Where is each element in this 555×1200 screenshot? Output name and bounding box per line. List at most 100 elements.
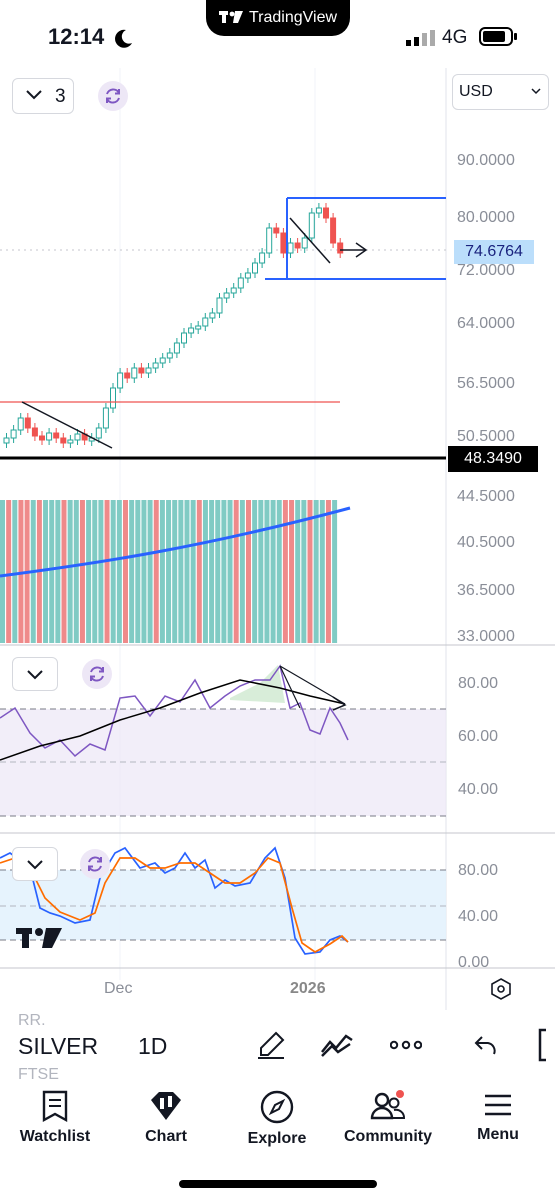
volume-bar: [159, 500, 165, 643]
volume-bar: [319, 500, 325, 643]
nav-label: Chart: [145, 1128, 187, 1145]
refresh-icon[interactable]: [98, 81, 128, 111]
interval-button[interactable]: 1D: [138, 1033, 168, 1059]
collapse-indicators-button[interactable]: 3: [12, 78, 74, 114]
candle: [259, 252, 266, 264]
candle: [216, 297, 223, 314]
candle: [280, 232, 287, 254]
status-bar: 12:14 TradingView 4G: [0, 0, 555, 68]
volume-bar: [270, 500, 276, 643]
volume-bar: [49, 500, 55, 643]
volume-bar: [141, 500, 147, 643]
candle: [315, 207, 322, 214]
nav-watchlist[interactable]: Watchlist: [5, 1090, 105, 1146]
rsi-collapse-button[interactable]: [12, 657, 58, 691]
candle: [287, 242, 294, 254]
symbol-button[interactable]: SILVER: [18, 1033, 99, 1059]
signal-icon: [406, 30, 435, 46]
volume-bar: [55, 500, 61, 643]
candle: [330, 217, 337, 244]
candle: [195, 325, 202, 330]
volume-bar: [123, 500, 128, 643]
status-time: 12:14: [48, 24, 105, 49]
stoch-k-line: [0, 846, 349, 955]
menu-icon: [485, 1094, 511, 1116]
candle: [244, 272, 251, 279]
price-axis-label: 56.5000: [457, 375, 515, 392]
draw-pen-icon[interactable]: [256, 1030, 286, 1060]
time-axis-label: 2026: [290, 980, 326, 997]
volume-bar: [129, 500, 135, 643]
price-axis-label: 72.0000: [457, 262, 515, 279]
network-type: 4G: [442, 27, 468, 48]
candle: [294, 242, 301, 249]
candle: [181, 332, 187, 344]
stoch-axis-label: 40.00: [458, 908, 499, 925]
volume-bar: [0, 500, 5, 643]
volume-bar: [276, 500, 282, 643]
settings-hex-icon[interactable]: [490, 977, 512, 1001]
candle: [209, 312, 216, 319]
candle: [3, 437, 10, 444]
app-badge-label: TradingView: [248, 9, 338, 26]
price-axis-label: 33.0000: [457, 628, 515, 645]
candle: [117, 372, 124, 389]
refresh-icon[interactable]: [80, 849, 110, 879]
candle: [17, 417, 24, 431]
volume-bar: [73, 500, 79, 643]
candle: [102, 407, 109, 429]
candle: [323, 207, 329, 219]
last-price-label: 74.6764: [454, 240, 534, 264]
nav-community[interactable]: Community: [338, 1090, 438, 1146]
volume-bar: [196, 500, 202, 643]
fullscreen-icon[interactable]: [536, 1028, 555, 1062]
support-price-label: 48.3490: [448, 446, 538, 472]
price-axis-label: 90.0000: [457, 152, 515, 169]
refresh-icon[interactable]: [82, 659, 112, 689]
candle: [237, 277, 244, 289]
price-axis-label: 36.5000: [457, 582, 515, 599]
more-icon[interactable]: [390, 1040, 422, 1050]
indicators-icon[interactable]: [320, 1032, 354, 1058]
volume-bar: [18, 500, 24, 643]
nav-explore[interactable]: Explore: [227, 1090, 327, 1148]
candle: [39, 435, 45, 441]
price-axis-label: 50.5000: [457, 428, 515, 445]
chevron-down-icon: [531, 88, 541, 95]
tradingview-logo-icon: [218, 11, 243, 23]
volume-bar: [202, 500, 208, 643]
stoch-d-line: [0, 856, 349, 953]
volume-bar: [12, 500, 18, 643]
nav-menu[interactable]: Menu: [448, 1090, 548, 1144]
rsi-ma-line: [0, 679, 346, 761]
stoch-axis-label: 80.00: [458, 862, 499, 879]
volume-bar: [110, 500, 116, 643]
volume-bar: [6, 500, 12, 643]
candle: [230, 287, 237, 294]
explore-icon: [260, 1090, 294, 1124]
stoch-collapse-button[interactable]: [12, 847, 58, 881]
volume-bar: [172, 500, 178, 643]
volume-bar: [67, 500, 73, 643]
volume-bar: [227, 500, 233, 643]
currency-select[interactable]: USD: [452, 74, 549, 110]
candle: [46, 432, 53, 441]
rsi-axis-label: 40.00: [458, 781, 499, 798]
volume-bars: [0, 500, 338, 643]
undo-icon[interactable]: [474, 1034, 498, 1056]
nav-label: Watchlist: [19, 1128, 91, 1145]
chevron-down-icon: [27, 670, 43, 680]
candle: [53, 432, 60, 439]
price-axis-label: 80.0000: [457, 209, 515, 226]
ghost-symbol: FTSE: [18, 1066, 59, 1083]
volume-bar: [258, 500, 264, 643]
candle: [145, 367, 152, 374]
volume-bar: [153, 500, 159, 643]
nav-chart[interactable]: Chart: [116, 1090, 216, 1146]
candle: [10, 429, 17, 439]
volume-bar: [282, 500, 288, 643]
candle: [252, 262, 258, 274]
moving-average-line: [0, 506, 351, 578]
chart-canvas[interactable]: [0, 68, 555, 1010]
volume-bar: [98, 500, 104, 643]
